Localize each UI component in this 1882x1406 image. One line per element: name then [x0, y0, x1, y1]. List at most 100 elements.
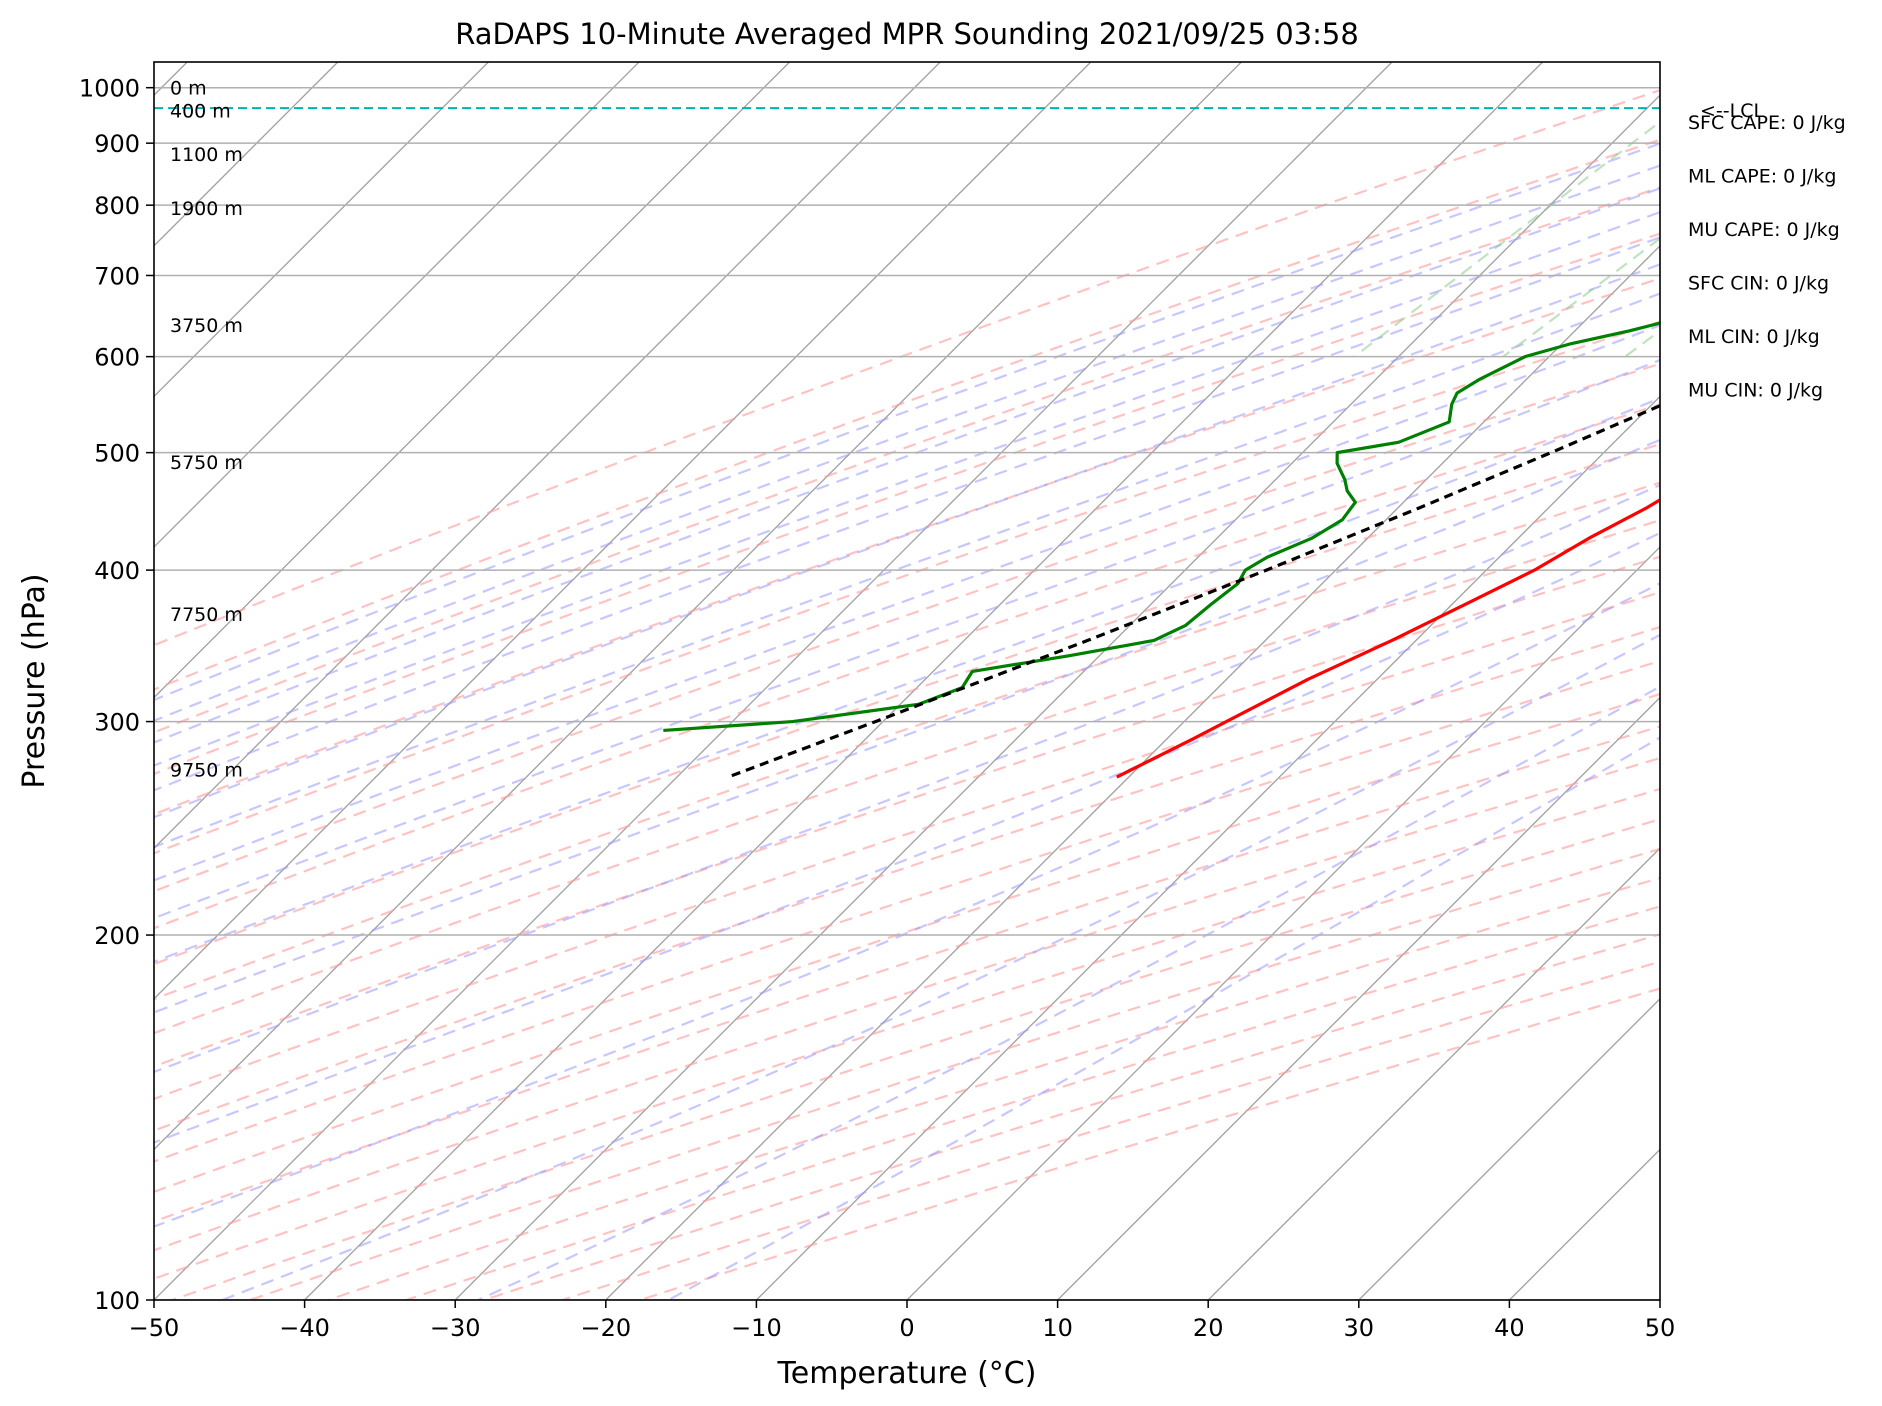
x-tick-label: 10: [1042, 1314, 1073, 1342]
moist-adiabat-line: [154, 292, 1660, 849]
dry-adiabat-line: [154, 787, 1660, 1280]
isotherm-line: [154, 62, 941, 850]
isotherm-line: [454, 94, 1660, 1300]
dry-adiabat-line: [171, 818, 1660, 1300]
x-tick-label: 20: [1193, 1314, 1224, 1342]
x-tick-label: −20: [580, 1314, 631, 1342]
mixing-ratio-line: [1353, 120, 1660, 358]
x-tick-label: 40: [1494, 1314, 1525, 1342]
y-tick-label: 700: [94, 262, 140, 290]
isotherm-line: [154, 62, 489, 398]
moist-adiabat-line: [154, 397, 1660, 963]
moist-adiabat-line: [154, 324, 1660, 882]
isotherm-line: [605, 244, 1660, 1300]
y-tick-label: 1000: [79, 75, 140, 103]
x-tick-label: 0: [899, 1314, 914, 1342]
chart-title: RaDAPS 10-Minute Averaged MPR Sounding 2…: [455, 17, 1359, 51]
y-tick-label: 100: [94, 1287, 140, 1315]
stat-label: ML CIN: 0 J/kg: [1688, 326, 1820, 348]
height-label: 3750 m: [170, 315, 243, 337]
moist-adiabat-line: [154, 211, 1660, 767]
isotherm-line: [154, 62, 640, 548]
lcl-label: <--LCL: [1700, 100, 1764, 122]
height-label: 1900 m: [170, 198, 243, 220]
isotherm-line: [154, 62, 791, 699]
height-label: 7750 m: [170, 604, 243, 626]
isotherm-line: [1358, 997, 1660, 1300]
height-label: 400 m: [170, 100, 231, 122]
x-axis-ticks: −50 −40 −30 −20 −10 0 10 20 30 40 50: [129, 1300, 1675, 1342]
moist-adiabat-line: [154, 483, 1660, 1074]
isotherm-line: [1057, 696, 1660, 1300]
dry-adiabat-line: [639, 987, 1660, 1300]
x-tick-label: −40: [279, 1314, 330, 1342]
x-tick-label: 30: [1344, 1314, 1375, 1342]
dry-adiabat-line: [154, 138, 1660, 691]
y-tick-label: 200: [94, 922, 140, 950]
isotherm-line: [154, 62, 1393, 1300]
dry-adiabat-line: [154, 692, 1660, 1193]
plot-frame: [153, 61, 1661, 1301]
y-tick-label: 500: [94, 440, 140, 468]
stat-label: MU CAPE: 0 J/kg: [1688, 219, 1840, 241]
isotherm-line: [154, 62, 1092, 1000]
isotherm-line: [755, 395, 1660, 1300]
y-tick-label: 400: [94, 557, 140, 585]
y-tick-label: 900: [94, 130, 140, 158]
height-label: 5750 m: [170, 452, 243, 474]
dry-adiabat-line: [249, 847, 1660, 1300]
y-tick-label: 800: [94, 192, 140, 220]
y-tick-label: 300: [94, 709, 140, 737]
height-label: 0 m: [170, 78, 207, 100]
isotherm-line: [154, 62, 1242, 1151]
background-lines: [154, 62, 1882, 1300]
moist-adiabat-line: [154, 438, 1660, 1014]
stat-label: SFC CAPE: 0 J/kg: [1688, 112, 1846, 134]
isotherm-line: [304, 62, 1544, 1300]
dry-adiabat-line: [154, 186, 1660, 734]
moist-adiabat-line: [154, 263, 1660, 819]
stat-label: SFC CIN: 0 J/kg: [1688, 273, 1829, 295]
temperature-trace: [1115, 498, 1660, 779]
isotherm-line: [1659, 1299, 1660, 1300]
dry-adiabat-line: [154, 442, 1660, 966]
height-labels: 9750 m 7750 m 5750 m 3750 m 1900 m 1100 m 400 …: [170, 78, 243, 782]
isotherm-line: [906, 546, 1660, 1300]
y-tick-label: 600: [94, 344, 140, 372]
dewpoint-trace: [663, 321, 1660, 733]
stat-label: MU CIN: 0 J/kg: [1688, 380, 1823, 402]
moist-adiabat-line: [154, 531, 1660, 1144]
moist-adiabat-line: [667, 736, 1660, 1300]
x-axis-title: Temperature (°C): [777, 1356, 1037, 1391]
mixing-ratio-line: [1800, 62, 1882, 357]
sounding-traces: [663, 321, 1660, 779]
pressure-gridlines: [154, 86, 1660, 1300]
mixing-ratio-line: [1502, 237, 1660, 358]
parcel-trace: [727, 403, 1660, 779]
dry-adiabat-line: [154, 481, 1660, 1001]
isotherm-line: [1207, 847, 1660, 1300]
dry-adiabat-line: [154, 591, 1660, 1101]
dry-adiabat-line: [483, 933, 1660, 1300]
moist-adiabat-line: [154, 164, 1660, 722]
stability-stats: SFC CAPE: 0 J/kg ML CAPE: 0 J/kg MU CAPE: …: [1688, 112, 1846, 402]
dry-adiabat-line: [154, 725, 1660, 1223]
dry-adiabat-line: [154, 756, 1660, 1252]
moist-adiabat-line: [154, 358, 1660, 920]
x-tick-label: −30: [430, 1314, 481, 1342]
dry-adiabat-line: [154, 555, 1660, 1068]
moist-adiabat-line: [154, 582, 1660, 1228]
moist-adiabat-line: [221, 633, 1660, 1300]
y-axis-ticks: 100 200 300 400 500 600 700 800 900 1000: [79, 75, 154, 1315]
x-tick-label: −50: [129, 1314, 180, 1342]
y-axis-title: Pressure (hPa): [17, 573, 52, 788]
moist-adiabat-line: [154, 142, 1660, 702]
dry-adiabat-line: [154, 362, 1660, 893]
dry-adiabat-line: [327, 876, 1660, 1300]
height-label: 1100 m: [170, 144, 243, 166]
moist-adiabat-line: [154, 236, 1660, 792]
moist-adiabat-line: [154, 187, 1660, 744]
isotherm-line: [1508, 1148, 1660, 1300]
